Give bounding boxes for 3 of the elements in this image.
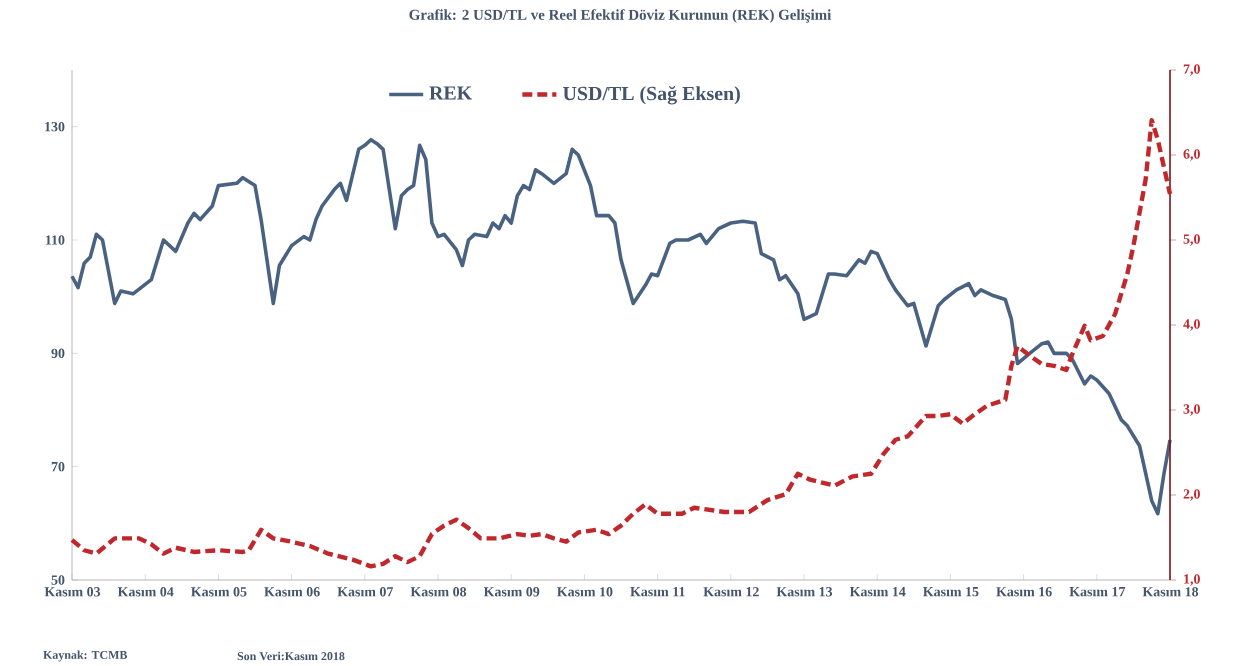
legend-label: REK [429,86,473,100]
line-series [70,137,1172,516]
legend-label: USD/TL (Sağ Eksen) [563,85,740,105]
